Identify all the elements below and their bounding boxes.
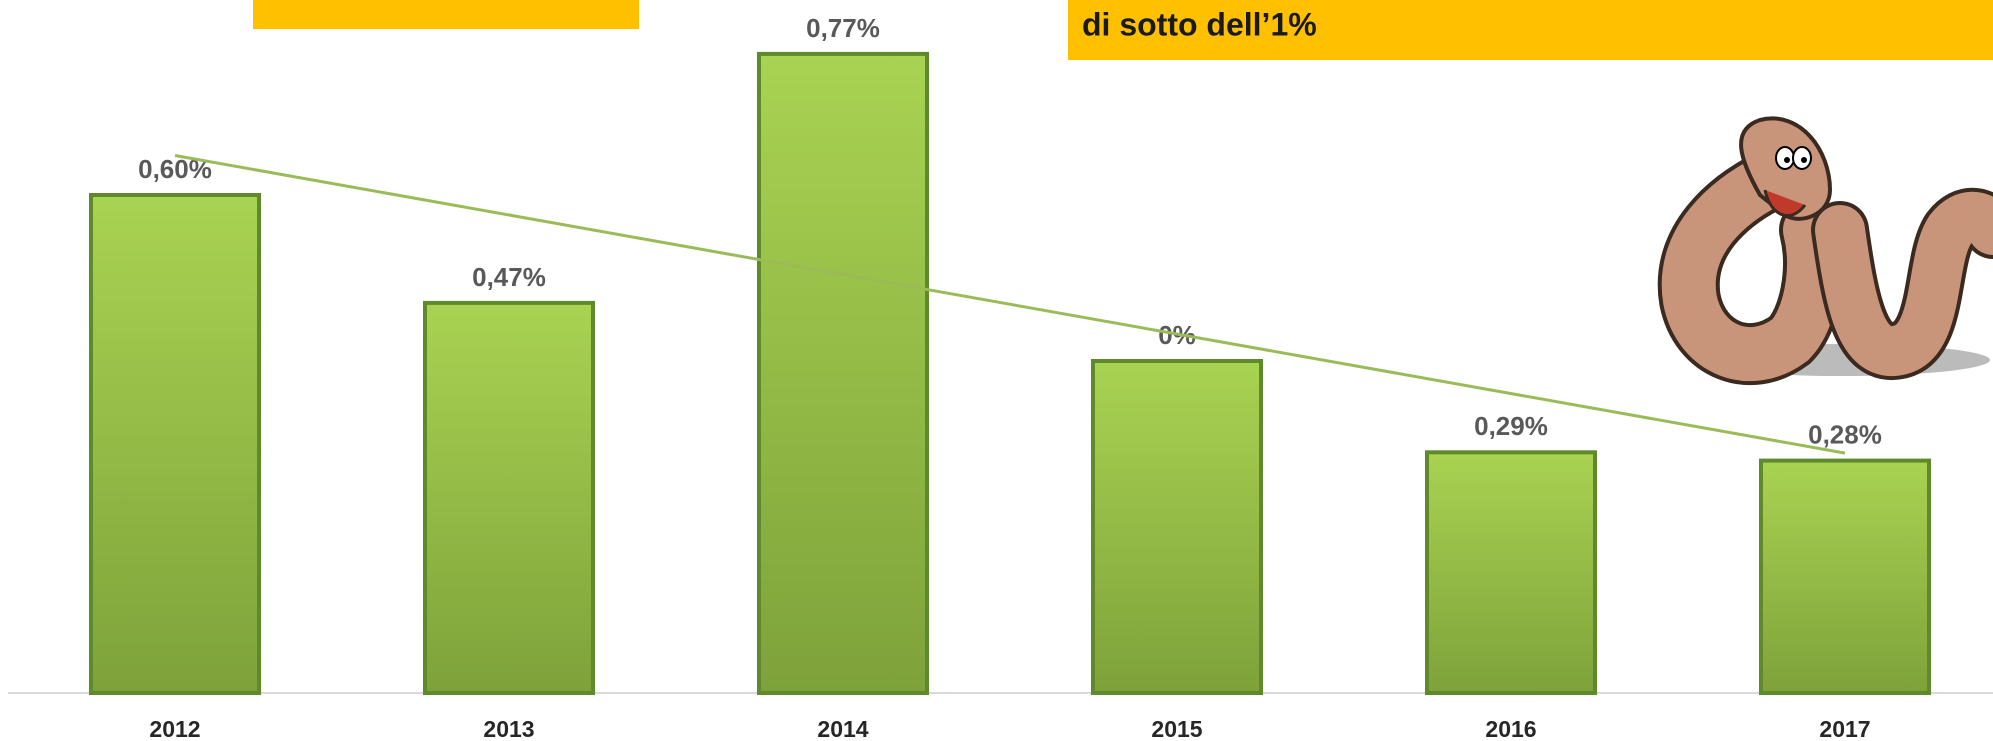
subtitle: di sotto dell’1% — [1082, 6, 1317, 42]
worm-illustration — [1689, 118, 1993, 376]
bar — [425, 303, 593, 693]
x-tick-label: 2013 — [483, 716, 534, 741]
value-label: 0,60% — [138, 154, 212, 184]
x-tick-label: 2014 — [817, 716, 868, 741]
bar — [1093, 361, 1261, 693]
value-label: 0,77% — [806, 13, 880, 43]
bar — [1427, 452, 1595, 693]
x-tick-label: 2015 — [1151, 716, 1202, 741]
chart: di sotto dell’1% 2012 0,60% 2013 0,47% 2014 0… — [0, 0, 1993, 741]
x-tick-label: 2012 — [149, 716, 200, 741]
value-label: 0,47% — [472, 262, 546, 292]
bar — [759, 54, 927, 693]
banner — [253, 0, 639, 29]
x-tick-label: 2017 — [1819, 716, 1870, 741]
x-tick-label: 2016 — [1485, 716, 1536, 741]
value-label: 0,29% — [1474, 411, 1548, 441]
bar — [1761, 461, 1929, 693]
value-label: 0,28% — [1808, 419, 1882, 449]
bar — [91, 195, 259, 693]
